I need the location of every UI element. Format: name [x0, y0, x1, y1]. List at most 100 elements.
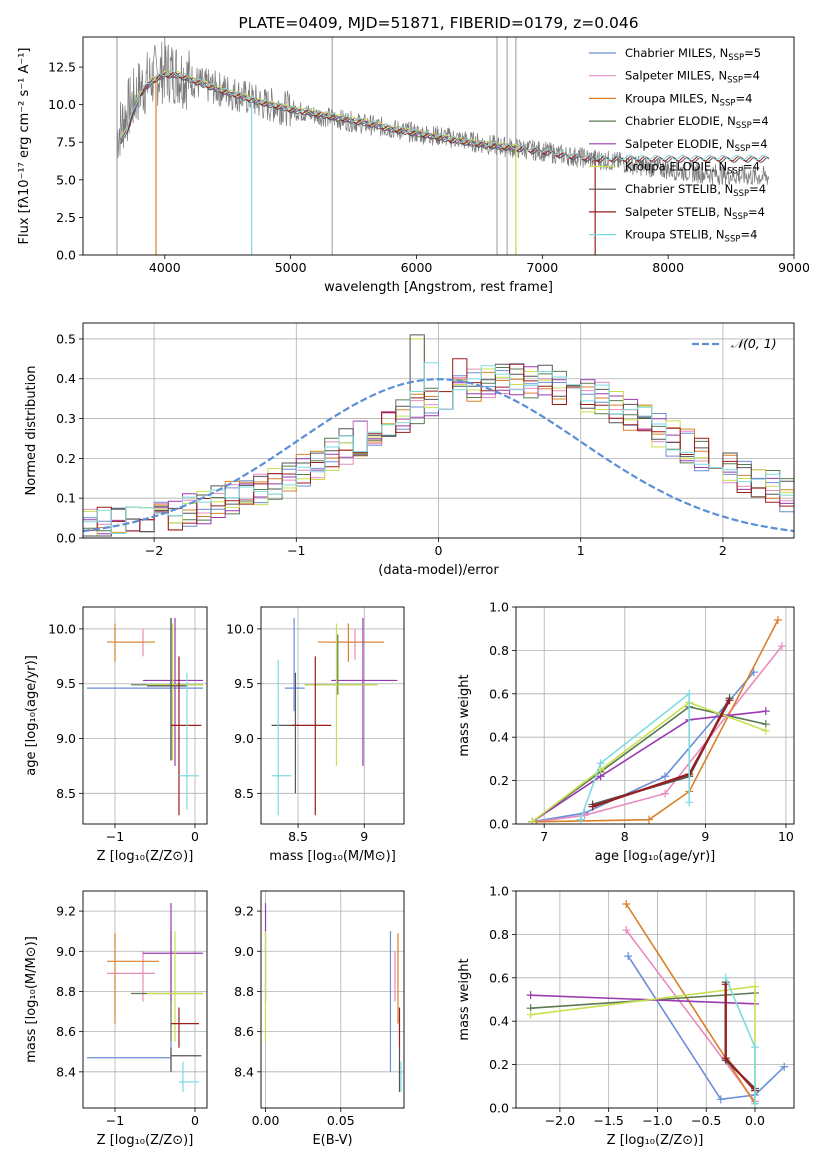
- series-marker: [716, 1095, 725, 1104]
- series-marker: [661, 789, 670, 798]
- legend-label: Kroupa ELODIE, N: [625, 160, 727, 174]
- normal-reference-curve: [83, 378, 794, 533]
- legend-tail: =4: [740, 228, 757, 242]
- legend-sub: SSP: [725, 235, 741, 245]
- y-tick-label: 7.5: [56, 135, 76, 150]
- x-axis-label: (data-model)/error: [378, 563, 499, 578]
- chart-title: PLATE=0409, MJD=51871, FIBERID=0179, z=0…: [238, 14, 638, 32]
- subplot-2: −1 0 8.5 9.0 9.5 10.0 Z [log₁₀(Z/Z⊙)] age [log₁…: [24, 606, 208, 864]
- y-tick-label: 12.5: [48, 60, 76, 75]
- x-axis-label: Z [log₁₀(Z/Z⊙)]: [97, 849, 194, 864]
- subplot-7: −2.0 −1.5 −1.0 −0.5 0.0 0.0 0.2 0.4 0.6 0.8 1.0 Z […: [457, 884, 795, 1148]
- legend-tail: =4: [743, 160, 760, 174]
- x-tick-label: 0: [191, 1113, 199, 1128]
- legend-sub: SSP: [720, 98, 736, 108]
- series-marker: [773, 616, 782, 625]
- y-tick-label: 8.8: [56, 984, 76, 999]
- series-marker: [761, 707, 770, 716]
- x-tick-label: 0: [191, 829, 199, 844]
- series-marker: [721, 973, 730, 982]
- x-tick-label: 0.05: [327, 1113, 355, 1128]
- series-line: [627, 955, 785, 1101]
- legend-entry: Chabrier MILES, NSSP=5: [625, 46, 761, 63]
- subplot-6: 0.00 0.05 8.4 8.6 8.8 9.0 9.2 E(B-V): [234, 890, 405, 1148]
- legend-label: Kroupa MILES, N: [625, 91, 720, 105]
- legend-sub: SSP: [736, 121, 752, 131]
- data-spectrum: [116, 37, 770, 186]
- y-tick-label: 0.0: [56, 531, 76, 546]
- series-marker: [526, 1010, 535, 1019]
- series-marker: [622, 926, 631, 935]
- subplot-1: −2 −1 0 1 2 0.0 0.1 0.2 0.3 0.4 0.5 (data-model)/er…: [24, 322, 795, 578]
- series-marker: [588, 802, 597, 811]
- x-tick-label: −0.5: [691, 1113, 721, 1128]
- plot-area: [87, 903, 203, 1092]
- y-tick-label: 0.4: [56, 371, 76, 386]
- series-line: [531, 710, 766, 823]
- x-tick-label: 2: [719, 543, 727, 558]
- axes-frame: [82, 890, 208, 1109]
- legend-entry: Chabrier STELIB, NSSP=4: [625, 182, 766, 199]
- y-axis-label: age [log₁₀(age/yr)]: [24, 655, 39, 776]
- histogram-step: [83, 362, 794, 534]
- model-spectrum: [120, 70, 518, 149]
- legend-sub: SSP: [728, 53, 744, 63]
- axes-frame: [260, 606, 405, 825]
- y-tick-label: 8.4: [56, 1064, 76, 1079]
- legend-tail: =5: [744, 46, 761, 60]
- x-tick-label: 9: [701, 829, 709, 844]
- series-marker: [576, 815, 585, 824]
- y-tick-label: 0.6: [489, 970, 509, 985]
- legend-entry: Kroupa STELIB, NSSP=4: [625, 228, 757, 245]
- y-tick-label: 0.8: [489, 927, 509, 942]
- y-tick-label: 9.5: [234, 676, 254, 691]
- series-marker: [624, 952, 633, 961]
- legend-label: Salpeter STELIB, N: [625, 205, 732, 219]
- y-tick-label: 0.5: [56, 331, 76, 346]
- plot-area: [83, 334, 794, 537]
- legend-entry: Salpeter STELIB, NSSP=4: [625, 205, 765, 222]
- y-tick-label: 0.2: [56, 451, 76, 466]
- y-tick-label: 9.2: [234, 904, 254, 919]
- plot-area: [116, 37, 770, 255]
- subplot-5: −1 0 8.4 8.6 8.8 9.0 9.2 Z [log₁₀(Z/Z⊙)] mass [l…: [24, 890, 208, 1148]
- series-marker: [685, 689, 694, 698]
- series-marker: [725, 696, 734, 705]
- x-tick-label: 5000: [275, 260, 307, 275]
- x-tick-label: −1: [287, 543, 305, 558]
- legend-sub: SSP: [727, 167, 743, 177]
- axes-frame: [82, 606, 208, 825]
- y-tick-label: 1.0: [489, 600, 509, 615]
- x-tick-label: 0.00: [252, 1113, 280, 1128]
- legend-entry: Kroupa ELODIE, NSSP=4: [625, 160, 760, 177]
- series-marker: [528, 817, 537, 824]
- y-tick-label: 0.0: [56, 248, 76, 263]
- series-marker: [750, 1099, 759, 1108]
- x-axis-label: wavelength [Angstrom, rest frame]: [324, 280, 553, 295]
- x-axis-label: mass [log₁₀(M/M⊙)]: [269, 849, 396, 864]
- legend-entry: 𝒩(0, 1): [731, 336, 777, 351]
- y-axis-label: Flux [fλ10⁻¹⁷ erg cm⁻² s⁻¹ A⁻¹]: [17, 48, 32, 245]
- x-axis-label: age [log₁₀(age/yr)]: [595, 849, 716, 864]
- legend-sub: SSP: [727, 76, 743, 86]
- y-axis-label: mass weight: [457, 958, 472, 1040]
- y-tick-label: 0.6: [489, 686, 509, 701]
- x-tick-label: 9: [360, 829, 368, 844]
- legend-sub: SSP: [733, 189, 749, 199]
- model-spectrum: [120, 70, 770, 161]
- axes-frame: [515, 606, 795, 825]
- x-tick-label: 7: [540, 829, 548, 844]
- y-tick-label: 10.0: [48, 97, 76, 112]
- y-tick-label: 10.0: [48, 621, 76, 636]
- y-tick-label: 9.5: [56, 676, 76, 691]
- legend-sub: SSP: [732, 212, 748, 222]
- y-tick-label: 9.0: [234, 944, 254, 959]
- legend-tail: =4: [752, 114, 769, 128]
- legend-label: Kroupa STELIB, N: [625, 228, 725, 242]
- x-tick-label: 8.5: [288, 829, 308, 844]
- y-axis-label: Normed distribution: [24, 366, 39, 496]
- series-marker: [661, 772, 670, 781]
- y-tick-label: 0.3: [56, 411, 76, 426]
- x-tick-label: −1: [106, 829, 124, 844]
